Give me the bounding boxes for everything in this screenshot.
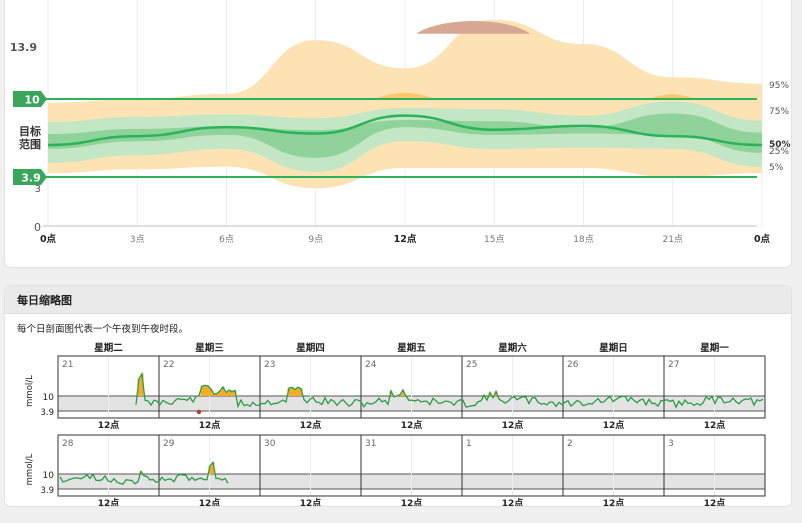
- daily-noon-label: 12点: [199, 497, 221, 507]
- daily-date-label: 29: [163, 439, 175, 449]
- daily-y-tick-10: 10: [43, 471, 55, 481]
- y-tick-13-9: 13.9: [10, 41, 37, 54]
- daily-date-label: 1: [466, 439, 472, 449]
- daily-unit-label: mmol/L: [25, 453, 35, 485]
- daily-date-label: 23: [264, 360, 275, 370]
- y-tick-3: 3: [35, 184, 41, 195]
- daily-noon-label: 12点: [502, 497, 524, 507]
- daily-glucose-trace: [59, 460, 229, 485]
- agp-band-inner: [48, 113, 762, 158]
- daily-overview-description: 每个日剖面图代表一个午夜到午夜时段。: [17, 324, 189, 335]
- target-high-badge: [13, 91, 47, 107]
- daily-date-label: 2: [567, 439, 573, 449]
- target-low-badge-label: 3.9: [21, 172, 41, 185]
- agp-x-tick-label: 9点: [308, 234, 323, 245]
- daily-date-label: 27: [668, 360, 679, 370]
- target-range-label-line1: 目标: [19, 124, 41, 138]
- daily-date-label: 21: [62, 360, 73, 370]
- daily-noon-label: 12点: [603, 497, 625, 507]
- daily-day-cell: [663, 355, 766, 419]
- daily-noon-label: 12点: [603, 419, 625, 431]
- agp-x-tick-label: 3点: [130, 234, 145, 245]
- daily-date-label: 30: [264, 439, 276, 449]
- daily-overview-card: 每日缩略图 每个日剖面图代表一个午夜到午夜时段。 星期二 星期三 星期四 星期五 星期六…: [4, 285, 792, 507]
- agp-x-tick-label: 18点: [573, 234, 593, 245]
- agp-band-peak: [416, 20, 531, 34]
- daily-unit-label: mmol/L: [25, 375, 35, 407]
- weekday-header: 星期三: [195, 342, 224, 354]
- daily-noon-label: 12点: [199, 419, 221, 431]
- daily-noon-label: 12点: [300, 419, 322, 431]
- agp-x-tick-label: 0点: [40, 233, 57, 245]
- target-range-label-line2: 范围: [19, 137, 41, 151]
- agp-chart: 13.9 3 0 10 3.9 目标 范围 0点 3点 6点 9点 12点 15点 18点 2…: [10, 0, 791, 245]
- y-tick-0: 0: [34, 221, 41, 234]
- daily-noon-label: 12点: [401, 419, 423, 431]
- daily-high-glucose-area: [137, 373, 498, 396]
- daily-overview-header: 每日缩略图: [5, 286, 791, 314]
- daily-y-tick-10: 10: [43, 393, 55, 403]
- daily-noon-label: 12点: [704, 419, 726, 431]
- daily-date-label: 25: [466, 360, 477, 370]
- daily-date-label: 26: [567, 360, 579, 370]
- daily-day-cell: [663, 434, 766, 497]
- agp-band-25-75: [48, 101, 762, 172]
- agp-x-tick-label: 6点: [219, 234, 234, 245]
- percentile-label-75: 75%: [769, 107, 789, 117]
- daily-y-tick-3-9: 3.9: [40, 486, 54, 496]
- daily-high-glucose-area: [139, 462, 215, 474]
- daily-noon-label: 12点: [502, 419, 524, 431]
- daily-date-label: 28: [62, 439, 74, 449]
- percentile-label-25: 25%: [769, 147, 789, 157]
- daily-noon-label: 12点: [98, 419, 120, 431]
- weekday-header: 星期一: [700, 342, 729, 354]
- agp-x-tick-label: 21点: [663, 234, 683, 245]
- daily-y-tick-3-9: 3.9: [40, 408, 54, 418]
- agp-x-tick-label: 0点: [754, 233, 771, 245]
- agp-x-tick-labels: 0点 3点 6点 9点 12点 15点 18点 21点 0点: [40, 233, 771, 245]
- weekday-header: 星期六: [498, 342, 527, 354]
- weekday-header: 星期四: [296, 342, 325, 354]
- weekday-header: 星期五: [397, 342, 426, 354]
- percentile-label-50: 50%: [769, 140, 791, 150]
- daily-date-label: 31: [365, 439, 376, 449]
- agp-chart-card: 13.9 3 0 10 3.9 目标 范围 0点 3点 6点 9点 12点 15点 18点 2…: [4, 0, 792, 268]
- daily-noon-label: 12点: [401, 497, 423, 507]
- agp-x-tick-label: 12点: [394, 233, 417, 245]
- percentile-label-95: 95%: [769, 81, 789, 91]
- daily-glucose-trace: [135, 371, 764, 409]
- daily-date-label: 24: [365, 360, 377, 370]
- daily-date-label: 3: [668, 439, 674, 449]
- weekday-header: 星期日: [599, 342, 628, 354]
- daily-overview-title: 每日缩略图: [17, 294, 72, 307]
- daily-date-label: 22: [163, 360, 174, 370]
- weekday-header: 星期二: [94, 342, 123, 354]
- agp-x-tick-label: 15点: [484, 234, 504, 245]
- daily-overview-grid: 星期二 星期三 星期四 星期五 星期六 星期日 星期一2112点2212点2312点2412…: [25, 342, 766, 507]
- daily-noon-label: 12点: [704, 497, 726, 507]
- target-high-badge-label: 10: [24, 94, 40, 107]
- daily-noon-label: 12点: [300, 497, 322, 507]
- agp-median-line: [47, 114, 763, 147]
- percentile-label-5: 5%: [769, 163, 784, 173]
- daily-noon-label: 12点: [98, 497, 120, 507]
- target-low-badge: [13, 169, 47, 185]
- daily-low-glucose-marker: [196, 409, 202, 415]
